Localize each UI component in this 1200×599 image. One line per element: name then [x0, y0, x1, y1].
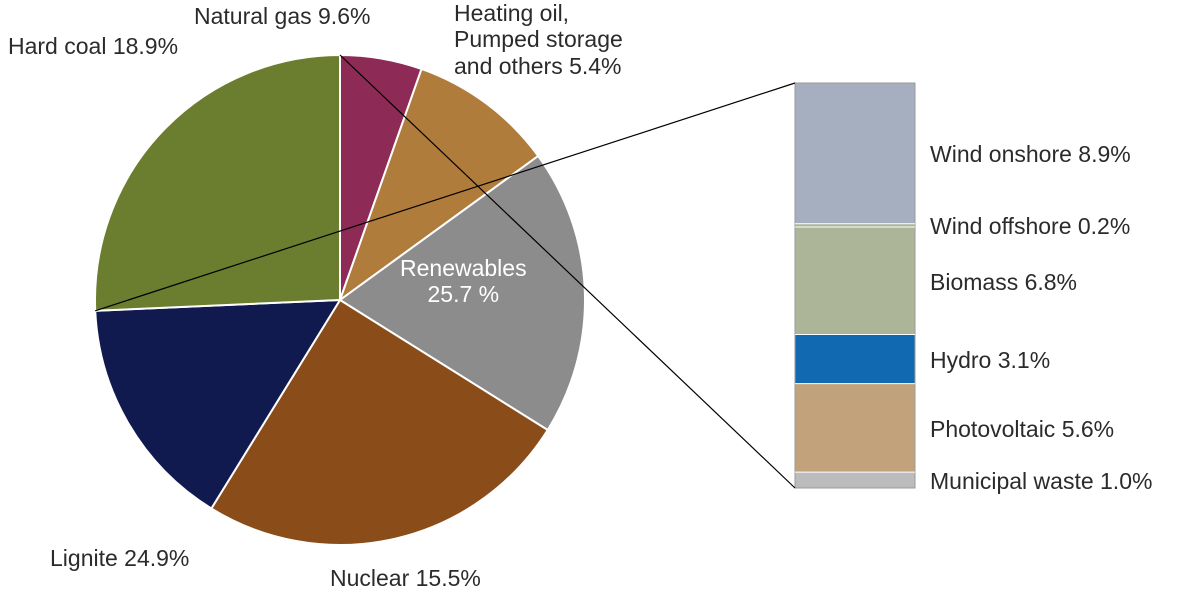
breakout-label-hydro: Hydro 3.1% [930, 347, 1050, 374]
breakout-label-photovoltaic: Photovoltaic 5.6% [930, 416, 1114, 443]
label-natural_gas: Natural gas 9.6% [194, 3, 370, 29]
label-lignite: Lignite 24.9% [50, 545, 189, 571]
breakout-seg-hydro [795, 335, 915, 384]
breakout-seg-wind_onshore [795, 83, 915, 224]
label-hard_coal: Hard coal 18.9% [8, 33, 178, 59]
breakout-label-wind_offshore: Wind offshore 0.2% [930, 213, 1130, 240]
label-heating_oil: Heating oil,Pumped storageand others 5.4… [454, 0, 623, 79]
pie-slice-renewables [95, 55, 340, 311]
breakout-label-biomass: Biomass 6.8% [930, 269, 1077, 296]
chart-svg [0, 0, 1200, 599]
breakout-seg-biomass [795, 227, 915, 335]
label-renewables: Renewables25.7 % [400, 255, 527, 308]
chart-stage: Heating oil,Pumped storageand others 5.4… [0, 0, 1200, 599]
breakout-seg-photovoltaic [795, 384, 915, 473]
breakout-seg-municipal_waste [795, 472, 915, 488]
label-nuclear: Nuclear 15.5% [330, 565, 481, 591]
breakout-label-wind_onshore: Wind onshore 8.9% [930, 141, 1131, 168]
breakout-label-municipal_waste: Municipal waste 1.0% [930, 468, 1152, 495]
